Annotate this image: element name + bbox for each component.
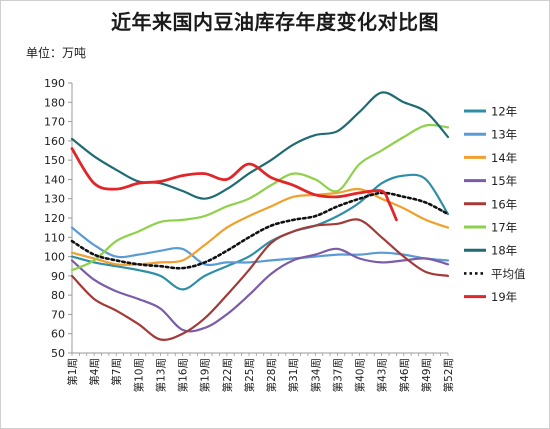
x-tick-label: 第40周	[354, 358, 367, 392]
x-tick-label: 第13周	[154, 358, 167, 392]
legend-label-16年: 16年	[491, 197, 517, 211]
y-tick-label: 190	[44, 77, 65, 90]
y-tick-label: 130	[44, 193, 65, 206]
x-axis-ticks: 第1周 第4周 第7周 第10周 第13周 第16周 第19周 第22周 第25周 第28周 第31…	[66, 353, 455, 392]
series-lines	[72, 92, 448, 339]
series-line-16年	[72, 219, 448, 340]
x-tick-label: 第43周	[376, 358, 389, 392]
x-tick-label: 第52周	[442, 358, 455, 392]
x-tick-label: 第7周	[110, 358, 123, 386]
x-tick-label: 第37周	[331, 358, 344, 392]
x-tick-label: 第4周	[88, 358, 101, 386]
y-tick-label: 90	[51, 270, 65, 283]
legend-label-17年: 17年	[491, 221, 517, 235]
x-tick-label: 第19周	[199, 358, 212, 392]
y-tick-label: 170	[44, 116, 65, 129]
y-tick-label: 60	[51, 328, 65, 341]
x-tick-label: 第16周	[177, 358, 190, 392]
x-tick-label: 第28周	[265, 358, 278, 392]
legend-label-15年: 15年	[491, 174, 517, 188]
y-tick-label: 140	[44, 173, 65, 186]
y-tick-label: 120	[44, 212, 65, 225]
legend-label-12年: 12年	[491, 105, 517, 119]
y-tick-label: 180	[44, 96, 65, 109]
y-axis-ticks: 50 60 70 80 90 100 110 120 130 140 150 160 170 180 190	[44, 77, 72, 360]
legend-label-18年: 18年	[491, 244, 517, 258]
x-tick-label: 第49周	[420, 358, 433, 392]
y-tick-label: 70	[51, 308, 65, 321]
y-tick-label: 80	[51, 289, 65, 302]
legend-label-平均值: 平均值	[491, 267, 526, 281]
y-tick-label: 100	[44, 251, 65, 264]
x-tick-label: 第34周	[309, 358, 322, 392]
x-tick-label: 第10周	[132, 358, 145, 392]
x-tick-label: 第46周	[398, 358, 411, 392]
legend-label-14年: 14年	[491, 151, 517, 165]
y-tick-label: 110	[44, 231, 65, 244]
y-tick-label: 50	[51, 347, 65, 360]
y-tick-label: 150	[44, 154, 65, 167]
y-tick-label: 160	[44, 135, 65, 148]
axes	[72, 83, 448, 353]
x-tick-label: 第31周	[287, 358, 300, 392]
x-tick-label: 第22周	[221, 358, 234, 392]
x-tick-label: 第25周	[243, 358, 256, 392]
x-tick-label: 第1周	[66, 358, 79, 386]
legend-label-19年: 19年	[491, 290, 517, 304]
legend-label-13年: 13年	[491, 128, 517, 142]
